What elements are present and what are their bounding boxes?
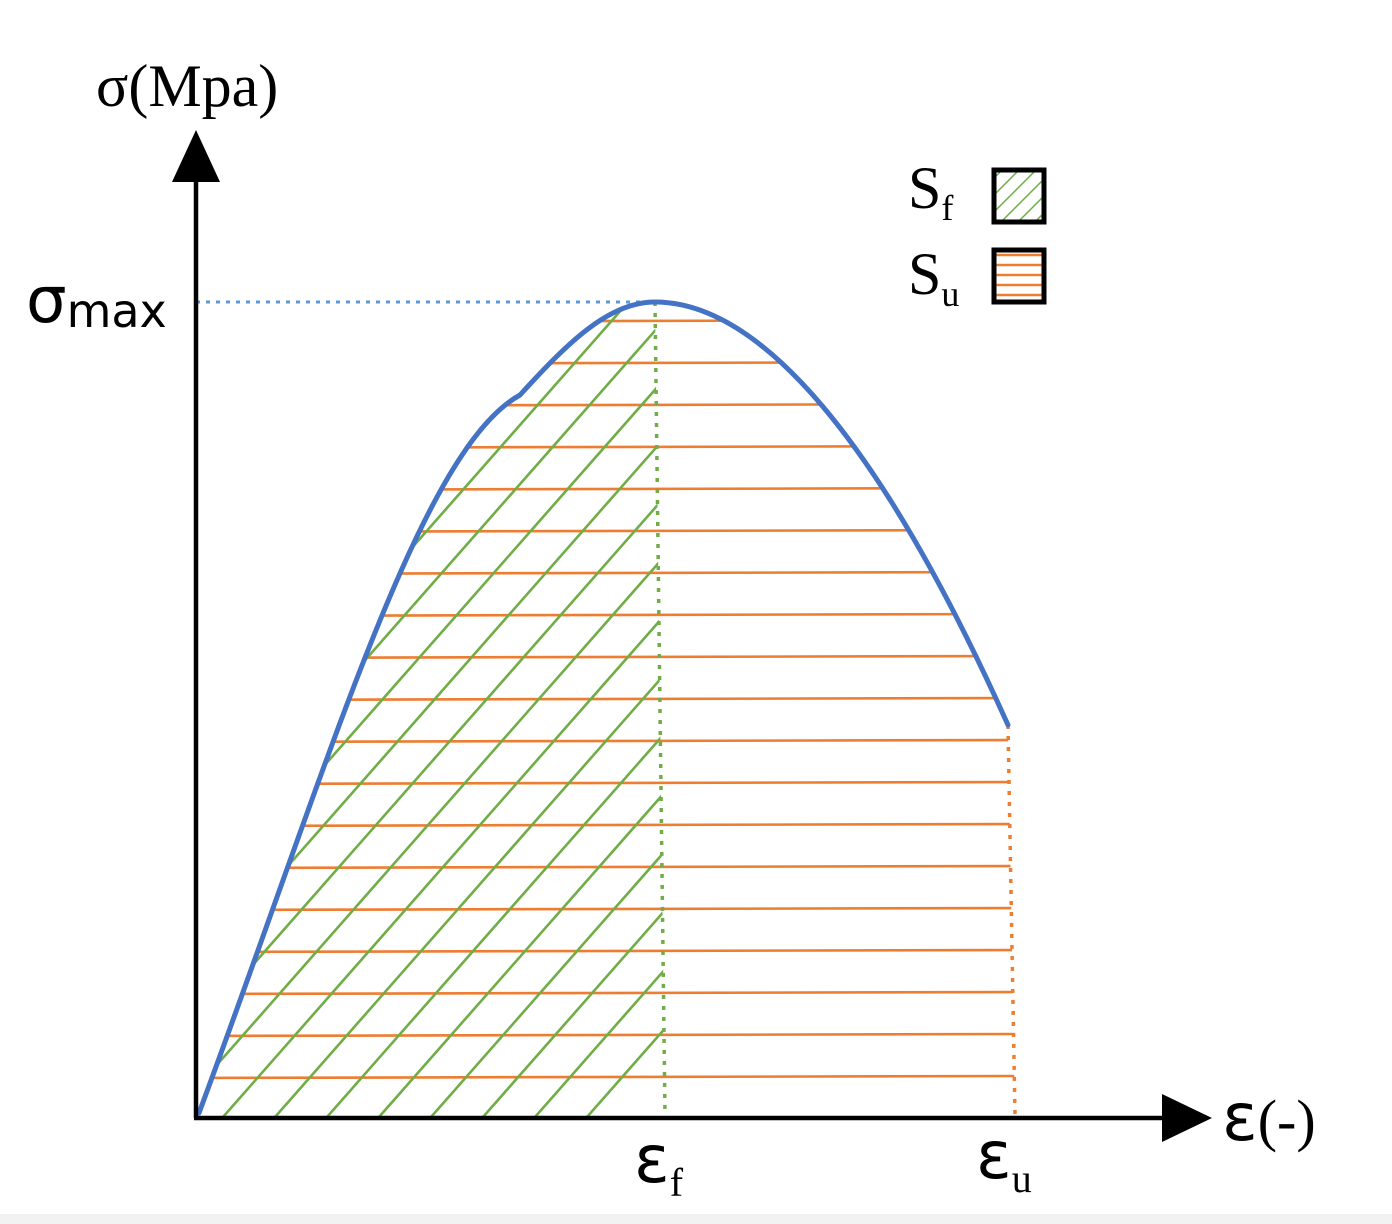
bottom-edge-strip (0, 1214, 1392, 1224)
sf-hatch-line (196, 302, 665, 1116)
legend-label-sf: Sf (908, 155, 953, 228)
x-axis-arrow-icon (1162, 1094, 1212, 1142)
y-axis-label: σ(Mpa) (96, 53, 278, 119)
su-hatch-line (196, 948, 1015, 954)
su-hatch-line (196, 612, 1015, 618)
su-area-horizontal-hatch (196, 318, 1015, 1080)
legend-swatch-sf (991, 167, 1047, 225)
su-hatch-line (196, 990, 1015, 996)
sf-hatch-line (196, 302, 303, 1116)
sf-hatch-line (196, 302, 665, 1116)
su-hatch-line (196, 1032, 1015, 1038)
su-hatch-line (196, 822, 1015, 828)
su-hatch-line (196, 654, 1015, 660)
sf-hatch-line (201, 302, 665, 1116)
su-hatch-line (196, 780, 1015, 786)
legend: Sf Su (908, 155, 1047, 314)
sf-hatch-line (196, 302, 665, 1116)
sf-hatch-line (305, 302, 665, 1116)
sf-hatch-line (409, 302, 665, 1116)
sf-hatch-line (357, 302, 665, 1116)
epsilon-f-guide-line (653, 301, 667, 1116)
sf-hatch-line (196, 302, 407, 1116)
su-hatch-line (196, 528, 1015, 534)
sf-hatch-line (461, 302, 665, 1116)
epsilon-u-guide-line (1006, 724, 1017, 1116)
sf-hatch-line (196, 302, 355, 1116)
sf-hatch-line (196, 302, 665, 1116)
su-hatch-line (196, 360, 1015, 366)
su-hatch-line (196, 402, 1015, 408)
epsilon-u-label: εu (976, 1117, 1032, 1201)
su-hatch-line (196, 1074, 1015, 1080)
su-hatch-line (196, 906, 1015, 912)
sf-hatch-line (196, 302, 251, 1116)
su-hatch-line (196, 696, 1015, 702)
sf-hatch-line (196, 302, 665, 1116)
stress-strain-curve (196, 299, 1011, 1116)
sf-hatch-line (513, 302, 665, 1116)
su-hatch-line (196, 570, 1015, 576)
sf-hatch-line (253, 302, 665, 1116)
su-hatch-line (196, 486, 1015, 492)
x-axis-label: ε(-) (1222, 1079, 1316, 1156)
sigma-max-label: σmax (26, 264, 167, 338)
su-hatch-line (196, 864, 1015, 870)
epsilon-f-label: εf (634, 1121, 684, 1205)
y-axis-arrow-icon (172, 130, 220, 182)
legend-swatch-su (991, 247, 1047, 305)
legend-label-su: Su (908, 241, 959, 314)
